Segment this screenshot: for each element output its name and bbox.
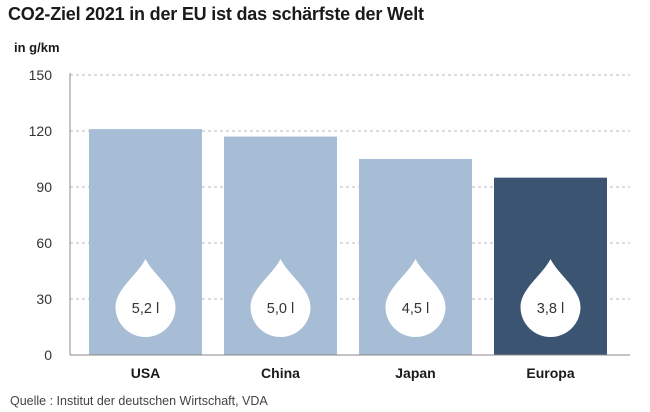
x-category-label: Europa [526,365,574,381]
y-tick-label: 90 [36,179,52,195]
x-category-label: Japan [395,365,435,381]
fuel-drop-icon [520,259,581,337]
fuel-consumption-label: 4,5 l [402,301,429,317]
fuel-consumption-label: 3,8 l [537,301,564,317]
fuel-drops [115,259,581,337]
y-tick-label: 0 [44,347,52,363]
y-tick-label: 60 [36,235,52,251]
x-category-label: USA [131,365,161,381]
y-axis-unit: in g/km [14,40,60,55]
fuel-drop-icon [250,259,311,337]
source-note: Quelle : Institut der deutschen Wirtscha… [10,394,268,408]
fuel-consumption-label: 5,2 l [132,301,159,317]
fuel-drop-icon [385,259,446,337]
y-tick-label: 30 [36,291,52,307]
fuel-drop-icon [115,259,176,337]
axes [69,73,630,356]
labels: 0 30 60 90 120 150 5,2 l USA 5,0 l China 4,5 l Japa… [29,67,575,381]
y-tick-label: 150 [29,67,53,83]
fuel-consumption-label: 5,0 l [267,301,294,317]
chart-title: CO2-Ziel 2021 in der EU ist das schärfst… [8,4,424,24]
y-tick-label: 120 [29,123,53,139]
x-category-label: China [261,365,300,381]
